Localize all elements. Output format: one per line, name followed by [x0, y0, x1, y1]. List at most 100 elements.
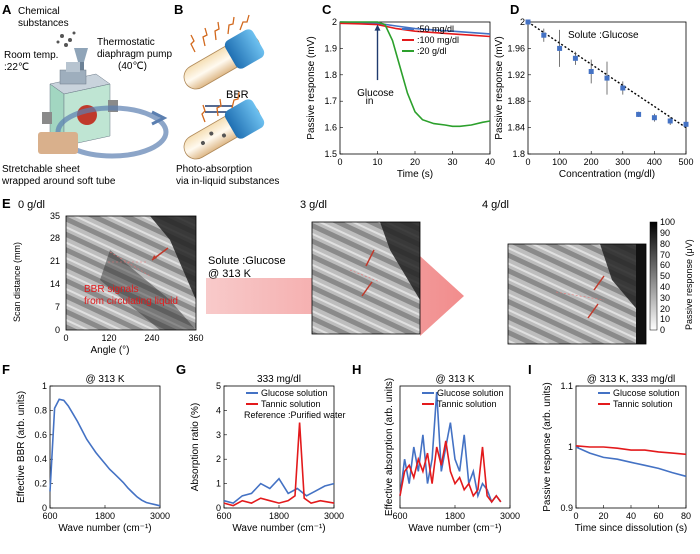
y-axis-label: Effective BBR (arb. units) — [16, 391, 27, 503]
x-tick-label: 1800 — [269, 511, 289, 521]
panel-label-e: E — [2, 196, 11, 211]
y-tick-label: 2 — [216, 454, 221, 464]
legend-label: :100 mg/dl — [417, 35, 459, 45]
series-line — [49, 398, 161, 507]
data-point — [651, 115, 657, 121]
panel-b: B BBR — [174, 2, 279, 187]
colorbar: 100 90 80 70 60 50 40 30 20 10 0 Passive… — [649, 217, 694, 335]
reference-label: Reference :Purified water — [244, 410, 346, 420]
chemical-label-1: Chemical — [18, 6, 60, 17]
x-axis-label: Wave number (cm⁻¹) — [408, 523, 501, 534]
x-tick-label: 30 — [447, 157, 457, 167]
y-axis-label: Effective absorption (arb. units) — [384, 378, 395, 516]
e-ytick: 0 — [55, 325, 60, 335]
chart-f: 600 1800 3000 1 0.8 0.6 0.4 0.2 0 Wave number (cm… — [16, 374, 170, 534]
e-sublabel-4: 4 g/dl — [482, 199, 509, 211]
pump-label-3: (40℃) — [118, 61, 147, 72]
e-xlabel: Angle (°) — [90, 345, 129, 356]
x-tick-label: 0 — [525, 157, 530, 167]
x-tick-label: 0 — [573, 511, 578, 521]
y-axis-label: Passive response (mV) — [306, 36, 317, 139]
chart-g: 600 1800 3000 5 4 3 2 1 0 Wave number (cm⁻¹) Absor… — [190, 374, 346, 534]
x-tick-label: 20 — [410, 157, 420, 167]
cbar-tick: 80 — [660, 239, 670, 249]
e-sublabel-3: 3 g/dl — [300, 199, 327, 211]
y-tick-label: 0.2 — [34, 479, 47, 489]
legend-label: Glucose solution — [613, 388, 680, 398]
data-point — [683, 121, 689, 127]
series-line — [223, 422, 335, 507]
y-tick-label: 1.6 — [324, 123, 337, 133]
plot-frame — [527, 21, 687, 155]
cbar-tick: 10 — [660, 314, 670, 324]
chart-title: @ 313 K, 333 mg/dl — [587, 374, 676, 385]
y-tick-label: 2 — [332, 17, 337, 27]
cbar-tick: 30 — [660, 293, 670, 303]
e-xtick: 120 — [101, 333, 116, 343]
legend-label: Tannic solution — [261, 399, 321, 409]
y-tick-label: 5 — [216, 381, 221, 391]
y-axis-label: Absorption ratio (%) — [190, 403, 201, 491]
x-tick-label: 300 — [615, 157, 630, 167]
legend-label: :20 g/dl — [417, 46, 447, 56]
cbar-tick: 20 — [660, 304, 670, 314]
panel-label-a: A — [2, 2, 12, 17]
chart-title: 333 mg/dl — [257, 374, 301, 385]
bbr-signal-annotation-1: BBR signals — [84, 284, 138, 295]
e-ytick: 21 — [50, 256, 60, 266]
data-point — [620, 85, 626, 91]
x-tick-label: 600 — [42, 511, 57, 521]
panel-label-b: B — [174, 2, 183, 17]
photo-label-1: Photo-absorption — [176, 164, 252, 175]
x-axis-label: Wave number (cm⁻¹) — [232, 523, 325, 534]
x-tick-label: 100 — [552, 157, 567, 167]
x-tick-label: 80 — [681, 511, 691, 521]
panel-a: A Chemical substances Room temp. :22℃ Th… — [1, 2, 172, 187]
x-tick-label: 600 — [216, 511, 231, 521]
e-ytick: 7 — [55, 302, 60, 312]
series-line — [399, 440, 502, 504]
y-tick-label: 1 — [216, 479, 221, 489]
data-point — [525, 19, 531, 25]
y-tick-label: 0 — [216, 503, 221, 513]
data-point — [557, 45, 563, 51]
y-tick-label: 3 — [216, 430, 221, 440]
panel-label-g: G — [176, 362, 186, 377]
y-tick-label: 1.5 — [324, 149, 337, 159]
x-tick-label: 1800 — [95, 511, 115, 521]
y-tick-label: 0 — [42, 503, 47, 513]
room-temp-label-1: Room temp. — [4, 50, 58, 61]
x-tick-label: 200 — [584, 157, 599, 167]
heatmap-4gdl — [507, 243, 647, 345]
data-point — [604, 75, 610, 81]
funnel-icon — [74, 48, 88, 70]
x-axis-label: Wave number (cm⁻¹) — [58, 523, 151, 534]
x-tick-label: 1800 — [445, 511, 465, 521]
x-tick-label: 10 — [372, 157, 382, 167]
x-tick-label: 60 — [653, 511, 663, 521]
legend-label: Glucose solution — [261, 388, 328, 398]
cbar-tick: 40 — [660, 282, 670, 292]
tube-illustration-bottom — [183, 91, 265, 160]
panel-label-f: F — [2, 362, 10, 377]
x-tick-label: 0 — [337, 157, 342, 167]
cbar-tick: 50 — [660, 271, 670, 281]
panel-label-d: D — [510, 2, 519, 17]
bbr-signal-annotation-2: from circulating liquid — [84, 296, 178, 307]
y-tick-label: 1.84 — [507, 123, 525, 133]
y-tick-label: 1.92 — [507, 70, 525, 80]
pump-label-1: Thermostatic — [97, 37, 155, 48]
x-tick-label: 40 — [626, 511, 636, 521]
x-tick-label: 20 — [598, 511, 608, 521]
e-ytick: 28 — [50, 233, 60, 243]
cbar-label: Passive response (μV) — [684, 239, 694, 330]
y-tick-label: 2 — [520, 17, 525, 27]
y-tick-label: 4 — [216, 405, 221, 415]
room-temp-label-2: :22℃ — [4, 62, 29, 73]
data-point — [667, 118, 673, 124]
chemical-label-2: substances — [18, 18, 69, 29]
series-line — [340, 21, 491, 128]
e-xtick: 240 — [144, 333, 159, 343]
